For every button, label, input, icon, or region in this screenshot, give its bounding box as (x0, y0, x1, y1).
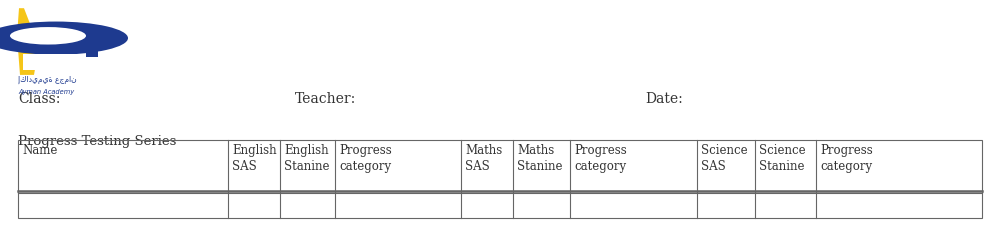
Text: Class:: Class: (18, 92, 60, 106)
Bar (23, 55, 78, 71)
Text: Progress
category: Progress category (820, 143, 873, 172)
Text: Date:: Date: (645, 92, 683, 106)
Circle shape (10, 28, 86, 45)
Bar (18, 191, 982, 218)
Text: Progress
category: Progress category (574, 143, 627, 172)
Circle shape (0, 22, 128, 55)
Polygon shape (17, 9, 38, 76)
Text: إكاديمية عجمان: إكاديمية عجمان (18, 74, 77, 83)
Text: Progress
category: Progress category (339, 143, 392, 172)
Text: Ayman Academy: Ayman Academy (18, 88, 74, 94)
Text: Name: Name (22, 143, 57, 156)
Text: Progress Testing Series: Progress Testing Series (18, 134, 176, 147)
Bar (18, 141, 982, 191)
Text: Maths
Stanine: Maths Stanine (517, 143, 563, 172)
Text: Maths
SAS: Maths SAS (465, 143, 503, 172)
Text: Science
Stanine: Science Stanine (759, 143, 806, 172)
Bar (86, 37, 98, 57)
Text: English
Stanine: English Stanine (284, 143, 330, 172)
Text: English
SAS: English SAS (232, 143, 277, 172)
Text: Teacher:: Teacher: (295, 92, 356, 106)
Text: Science
SAS: Science SAS (701, 143, 747, 172)
